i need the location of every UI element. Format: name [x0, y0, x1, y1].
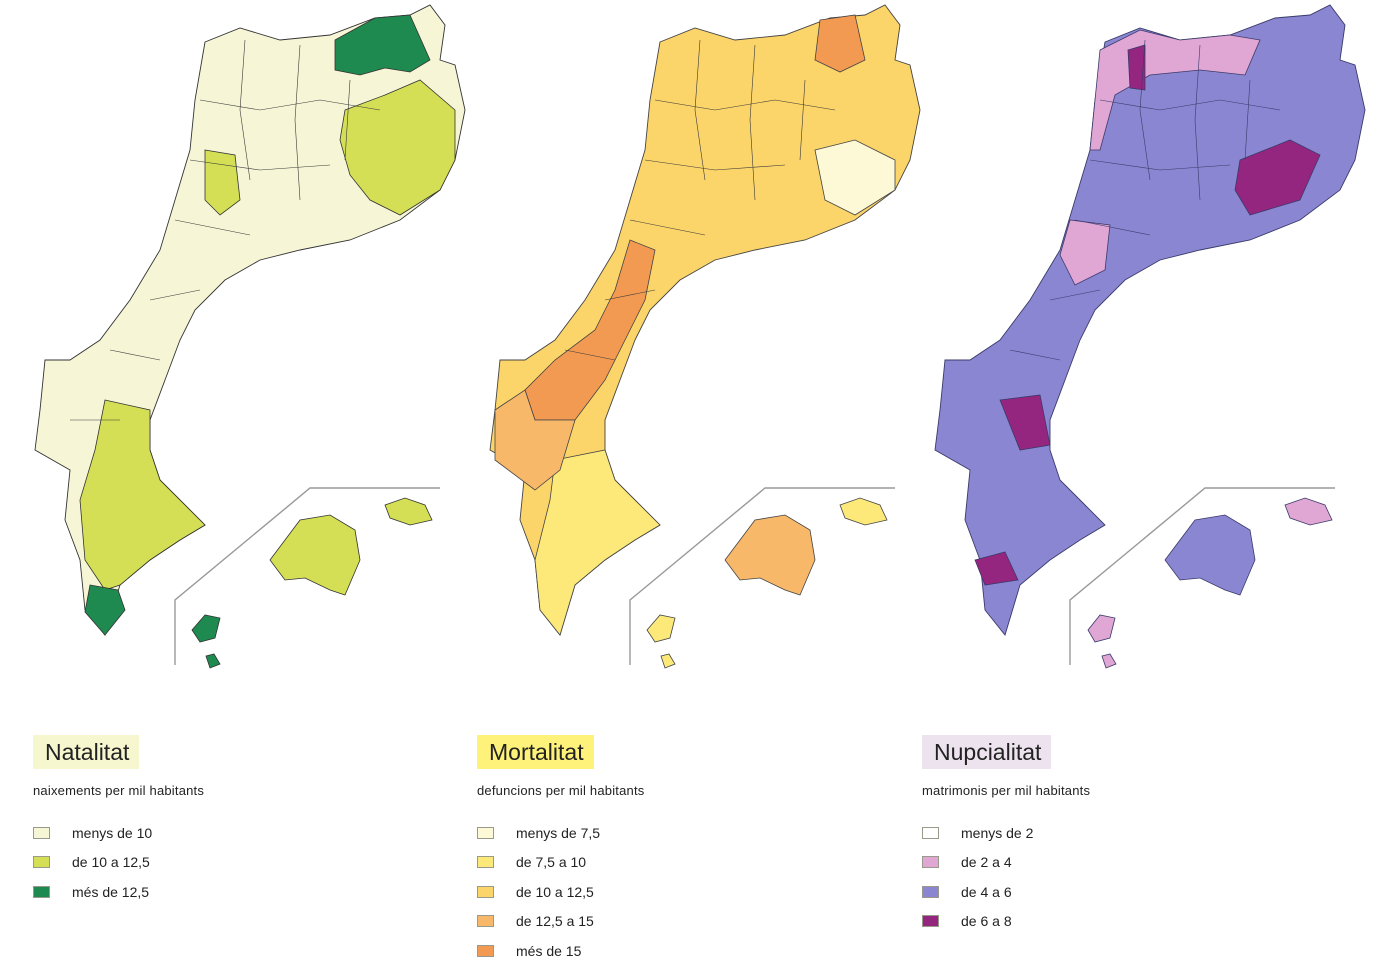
legend-label: menys de 2 [961, 824, 1034, 841]
legend-swatch [33, 856, 50, 869]
legend-title: Natalitat [33, 735, 140, 769]
island-mallorca [269, 514, 361, 596]
legend-item: de 6 a 8 [922, 907, 1302, 937]
island-menorca [839, 497, 888, 526]
region-hot-north [1127, 44, 1146, 91]
natalitat-choropleth [34, 4, 466, 669]
region-hot-south [974, 551, 1019, 586]
legend-title: Mortalitat [477, 735, 594, 769]
legend-label: més de 12,5 [72, 883, 150, 900]
region-north [334, 14, 431, 76]
region-hot-east [1234, 139, 1321, 216]
legend-item: de 7,5 a 10 [477, 848, 857, 878]
region-south [79, 399, 206, 591]
region-east [339, 79, 456, 216]
legend-swatch [922, 826, 939, 839]
legend-swatch [33, 826, 50, 839]
island-mallorca [1164, 514, 1256, 596]
legend-item: més de 15 [477, 936, 857, 966]
island-eivissa [191, 614, 221, 643]
legend-item: de 10 a 12,5 [33, 848, 413, 878]
map-natalitat [0, 0, 470, 690]
region-north-dark [814, 14, 866, 73]
legend-item: menys de 10 [33, 818, 413, 848]
legend-swatch [477, 944, 494, 957]
legend-label: menys de 10 [72, 824, 153, 841]
legend-subtitle: matrimonis per mil habitants [922, 783, 1091, 798]
legend-label: de 10 a 12,5 [72, 854, 150, 871]
legend-subtitle: naixements per mil habitants [33, 783, 205, 798]
region-west [494, 389, 576, 491]
region-west-pink [1059, 219, 1111, 286]
legend-swatch [477, 826, 494, 839]
legend-swatch [477, 915, 494, 928]
legend-label: de 6 a 8 [961, 913, 1012, 930]
legend-item: menys de 7,5 [477, 818, 857, 848]
island-formentera [1101, 653, 1117, 669]
legend-swatch [922, 856, 939, 869]
legend-swatch [922, 915, 939, 928]
inset-frame [174, 487, 440, 665]
legend-natalitat: Natalitat naixements per mil habitants m… [33, 735, 413, 907]
legend-title: Nupcialitat [922, 735, 1052, 769]
legend-item: de 10 a 12,5 [477, 877, 857, 907]
island-eivissa [646, 614, 676, 643]
region-midwest [204, 149, 241, 216]
legend-mortalitat: Mortalitat defuncions per mil habitants … [477, 735, 857, 966]
region-south [534, 449, 661, 636]
inset-frame [629, 487, 895, 665]
legend-swatch [477, 885, 494, 898]
legend-nupcialitat: Nupcialitat matrimonis per mil habitants… [922, 735, 1302, 936]
mainland-outline [934, 4, 1366, 636]
island-formentera [205, 653, 221, 669]
island-menorca [384, 497, 433, 526]
legend-subtitle: defuncions per mil habitants [477, 783, 645, 798]
legend-swatch [477, 856, 494, 869]
legend-label: més de 15 [516, 942, 582, 959]
legend-label: de 2 a 4 [961, 854, 1012, 871]
map-nupcialitat [900, 0, 1370, 690]
region-south-tip [84, 584, 126, 636]
island-formentera [660, 653, 676, 669]
legend-swatch [33, 885, 50, 898]
legend-item: de 4 a 6 [922, 877, 1302, 907]
legend-item: de 2 a 4 [922, 848, 1302, 878]
legend-item: menys de 2 [922, 818, 1302, 848]
island-menorca [1284, 497, 1333, 526]
island-eivissa [1087, 614, 1116, 643]
legend-item: de 12,5 a 15 [477, 907, 857, 937]
legend-label: menys de 7,5 [516, 824, 601, 841]
nupcialitat-choropleth [934, 4, 1366, 669]
legend-item: més de 12,5 [33, 877, 413, 907]
legend-label: de 4 a 6 [961, 883, 1012, 900]
inset-frame [1069, 487, 1335, 665]
legend-label: de 7,5 a 10 [516, 854, 587, 871]
legend-swatch [922, 885, 939, 898]
region-hot-center [999, 394, 1051, 451]
legend-label: de 10 a 12,5 [516, 883, 594, 900]
legend-label: de 12,5 a 15 [516, 913, 594, 930]
region-east-light [814, 139, 896, 216]
map-mortalitat [455, 0, 925, 690]
mortalitat-choropleth [489, 4, 921, 669]
island-mallorca [724, 514, 816, 596]
